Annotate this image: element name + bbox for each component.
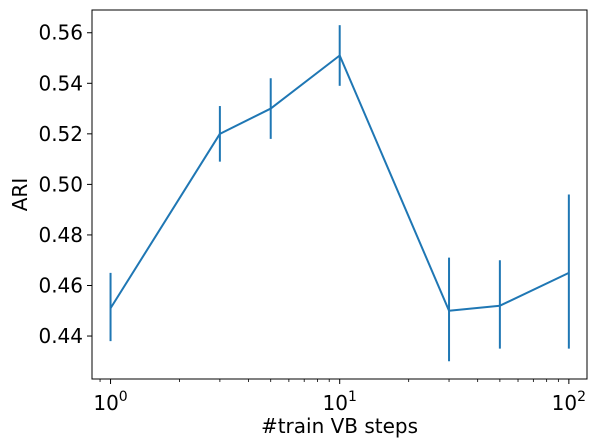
y-tick-label: 0.48 xyxy=(38,223,83,247)
y-tick-label: 0.44 xyxy=(38,324,83,348)
y-axis-title: ARI xyxy=(8,178,32,211)
y-tick-label: 0.50 xyxy=(38,172,83,196)
x-axis: 100 101 102 xyxy=(93,379,586,415)
y-tick-label: 0.56 xyxy=(38,21,83,45)
x-tick-label: 102 xyxy=(552,389,586,415)
y-axis: 0.44 0.46 0.48 0.50 0.52 0.54 0.56 xyxy=(38,21,92,348)
y-tick-label: 0.52 xyxy=(38,122,83,146)
y-tick-label: 0.46 xyxy=(38,273,83,297)
chart-marks xyxy=(109,25,570,362)
y-tick-label: 0.54 xyxy=(38,71,83,95)
plot-frame xyxy=(91,9,588,380)
x-tick-label: 101 xyxy=(323,389,357,415)
x-axis-title: #train VB steps xyxy=(261,414,418,438)
x-tick-label: 100 xyxy=(93,389,127,415)
